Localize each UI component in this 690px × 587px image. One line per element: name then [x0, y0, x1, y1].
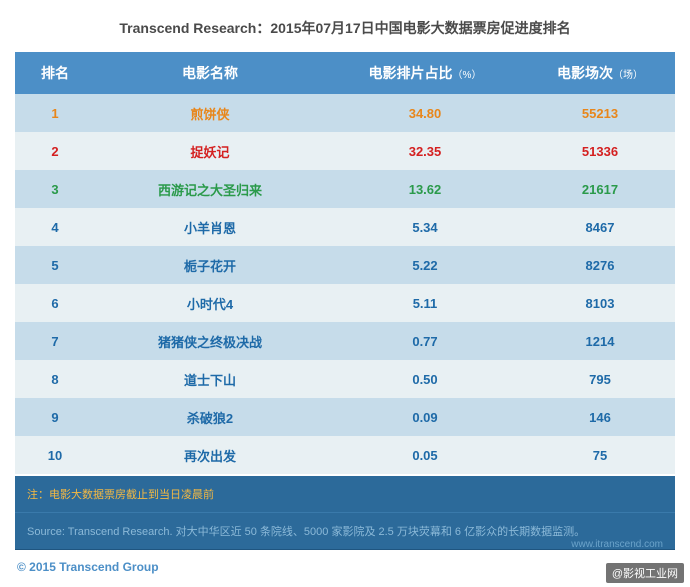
cell-sessions: 8103 — [525, 296, 675, 311]
cell-name: 再次出发 — [95, 446, 325, 465]
cell-name: 猪猪侠之终极决战 — [95, 332, 325, 351]
cell-pct: 0.77 — [325, 334, 525, 349]
cell-name: 小时代4 — [95, 294, 325, 313]
col-header-pct: 电影排片占比（%） — [325, 63, 525, 83]
cell-pct: 0.09 — [325, 410, 525, 425]
table-row: 10再次出发0.0575 — [15, 436, 675, 474]
table-row: 9杀破狼20.09146 — [15, 398, 675, 436]
col-header-sessions: 电影场次（场） — [525, 63, 675, 83]
page-title: Transcend Research：2015年07月17日中国电影大数据票房促… — [15, 12, 675, 52]
table-row: 5栀子花开5.228276 — [15, 246, 675, 284]
cell-name: 杀破狼2 — [95, 408, 325, 427]
cell-name: 捉妖记 — [95, 142, 325, 161]
source-url: www.itranscend.com — [571, 539, 663, 550]
cell-sessions: 55213 — [525, 106, 675, 121]
cell-sessions: 75 — [525, 448, 675, 463]
cell-rank: 5 — [15, 258, 95, 273]
table-row: 1煎饼侠34.8055213 — [15, 94, 675, 132]
cell-pct: 34.80 — [325, 106, 525, 121]
copyright: © 2015 Transcend Group — [15, 550, 675, 584]
col-header-name: 电影名称 — [95, 63, 325, 83]
cell-sessions: 146 — [525, 410, 675, 425]
table-row: 7猪猪侠之终极决战0.771214 — [15, 322, 675, 360]
table-row: 2捉妖记32.3551336 — [15, 132, 675, 170]
cell-pct: 13.62 — [325, 182, 525, 197]
table-row: 4小羊肖恩5.348467 — [15, 208, 675, 246]
cell-pct: 5.34 — [325, 220, 525, 235]
table-row: 8道士下山0.50795 — [15, 360, 675, 398]
ranking-table: 排名 电影名称 电影排片占比（%） 电影场次（场） 1煎饼侠34.8055213… — [15, 52, 675, 474]
table-header: 排名 电影名称 电影排片占比（%） 电影场次（场） — [15, 52, 675, 94]
cell-rank: 7 — [15, 334, 95, 349]
cell-name: 小羊肖恩 — [95, 218, 325, 237]
cell-rank: 6 — [15, 296, 95, 311]
col-header-sess-unit: （场） — [613, 70, 643, 81]
table-body: 1煎饼侠34.80552132捉妖记32.35513363西游记之大圣归来13.… — [15, 94, 675, 474]
cell-rank: 8 — [15, 372, 95, 387]
cell-pct: 0.05 — [325, 448, 525, 463]
cell-sessions: 8276 — [525, 258, 675, 273]
cell-name: 栀子花开 — [95, 256, 325, 275]
cell-name: 道士下山 — [95, 370, 325, 389]
source-text: Source: Transcend Research. 对大中华区近 50 条院… — [27, 526, 585, 538]
cell-sessions: 795 — [525, 372, 675, 387]
cell-pct: 5.11 — [325, 296, 525, 311]
cell-rank: 3 — [15, 182, 95, 197]
cell-sessions: 21617 — [525, 182, 675, 197]
container: Transcend Research：2015年07月17日中国电影大数据票房促… — [0, 0, 690, 584]
cell-sessions: 1214 — [525, 334, 675, 349]
cell-sessions: 51336 — [525, 144, 675, 159]
watermark: @影视工业网 — [606, 563, 684, 583]
source-line: Source: Transcend Research. 对大中华区近 50 条院… — [15, 512, 675, 550]
cell-rank: 4 — [15, 220, 95, 235]
cell-name: 西游记之大圣归来 — [95, 180, 325, 199]
table-row: 3西游记之大圣归来13.6221617 — [15, 170, 675, 208]
cell-rank: 9 — [15, 410, 95, 425]
col-header-sess-label: 电影场次 — [557, 65, 613, 81]
cell-rank: 1 — [15, 106, 95, 121]
cell-pct: 0.50 — [325, 372, 525, 387]
cell-sessions: 8467 — [525, 220, 675, 235]
cell-pct: 5.22 — [325, 258, 525, 273]
cell-name: 煎饼侠 — [95, 104, 325, 123]
col-header-pct-unit: （%） — [453, 70, 482, 81]
cell-rank: 2 — [15, 144, 95, 159]
footnote: 注：电影大数据票房截止到当日凌晨前 — [15, 476, 675, 512]
cell-rank: 10 — [15, 448, 95, 463]
col-header-pct-label: 电影排片占比 — [369, 65, 453, 81]
cell-pct: 32.35 — [325, 144, 525, 159]
col-header-rank: 排名 — [15, 63, 95, 83]
table-row: 6小时代45.118103 — [15, 284, 675, 322]
